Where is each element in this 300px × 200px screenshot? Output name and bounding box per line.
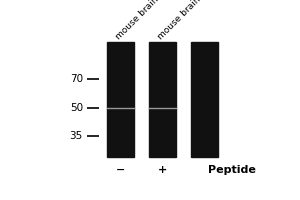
Bar [191, 42, 218, 157]
Bar [107, 42, 134, 157]
Text: +: + [158, 165, 167, 175]
Text: mouse brain: mouse brain [156, 0, 202, 42]
Bar [149, 42, 176, 157]
Text: 70: 70 [70, 74, 83, 84]
Text: 50: 50 [70, 103, 83, 113]
Text: Peptide: Peptide [208, 165, 256, 175]
Text: mouse brain: mouse brain [114, 0, 160, 42]
Text: 35: 35 [70, 131, 83, 141]
Text: −: − [116, 165, 125, 175]
